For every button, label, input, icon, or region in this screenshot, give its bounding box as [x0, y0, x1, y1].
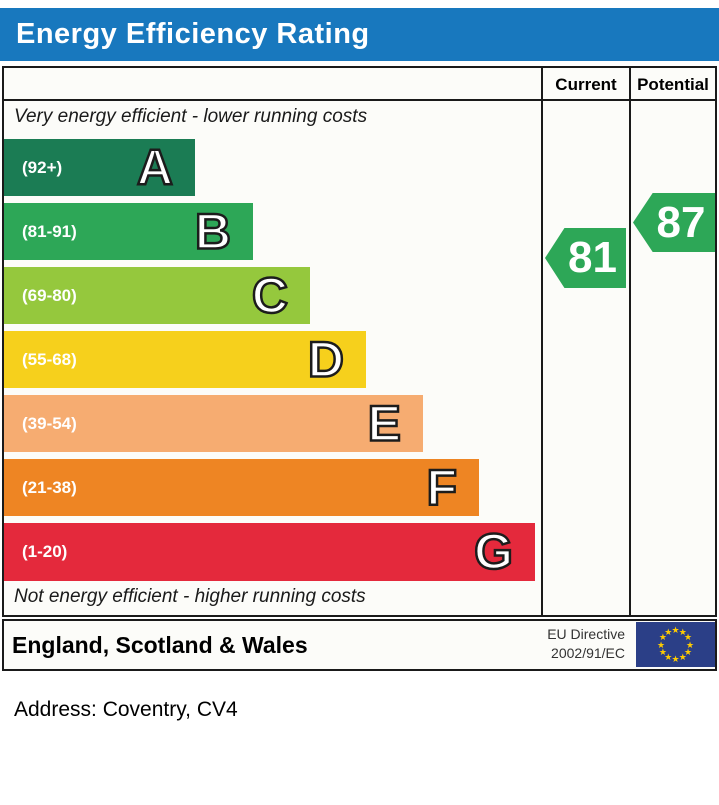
column-divider-potential [629, 68, 631, 615]
band-e-range: (39-54) [22, 413, 77, 433]
potential-rating-value: 87 [656, 197, 706, 247]
band-g-range: (1-20) [22, 542, 68, 561]
eu-directive-line1: EU Directive [547, 626, 625, 642]
eu-flag-icon: ★ ★ ★ ★ ★ ★ ★ ★ ★ ★ ★ ★ [636, 622, 715, 667]
current-rating-value: 81 [568, 233, 617, 282]
band-d-range: (55-68) [22, 349, 77, 369]
eu-flag-star-icon: ★ [671, 625, 680, 635]
band-a-letter: A [136, 138, 175, 197]
caption-very-efficient: Very energy efficient - lower running co… [14, 106, 368, 127]
band-d: (55-68) D [4, 330, 366, 388]
band-b-letter: B [194, 202, 233, 260]
page-title: Energy Efficiency Rating [16, 18, 370, 50]
band-g: (1-20) G [4, 522, 535, 581]
region-label: England, Scotland & Wales [12, 632, 308, 658]
band-f-letter: F [425, 458, 458, 516]
band-g-letter: G [473, 522, 514, 581]
eu-flag-star-icon: ★ [658, 632, 667, 643]
column-header-potential: Potential [637, 75, 709, 94]
eu-flag-star-icon: ★ [678, 652, 687, 663]
band-e-letter: E [366, 394, 402, 452]
eu-flag-star-icon: ★ [658, 646, 667, 657]
eu-flag-star-icon: ★ [685, 639, 695, 650]
band-a-range: (92+) [22, 157, 63, 177]
eu-directive-label: EU Directive 2002/91/EC [547, 625, 625, 663]
footer-bar: England, Scotland & Wales EU Directive 2… [2, 619, 717, 671]
band-c-letter: C [251, 266, 290, 324]
caption-not-efficient: Not energy efficient - higher running co… [14, 586, 366, 607]
band-f: (21-38) F [4, 458, 479, 516]
band-c-range: (69-80) [22, 285, 77, 305]
eu-flag-star-icon: ★ [678, 626, 687, 637]
table-header-row: Current Potential [4, 68, 715, 101]
band-d-letter: D [307, 330, 346, 388]
title-bar: Energy Efficiency Rating [0, 8, 719, 61]
column-header-current: Current [555, 75, 617, 94]
eu-directive-line2: 2002/91/EC [551, 645, 625, 661]
band-e: (39-54) E [4, 394, 423, 452]
band-c: (69-80) C [4, 266, 310, 324]
band-f-range: (21-38) [22, 477, 77, 497]
band-b: (81-91) B [4, 202, 253, 260]
eu-flag-star-icon: ★ [684, 632, 693, 643]
band-b-range: (81-91) [22, 221, 77, 241]
band-a: (92+) A [4, 138, 195, 197]
eu-flag-star-icon: ★ [671, 654, 680, 664]
eu-flag-star-icon: ★ [656, 639, 666, 650]
eu-flag-star-icon: ★ [664, 626, 673, 637]
current-rating-arrow: 81 [545, 228, 626, 288]
eu-flag-star-icon: ★ [684, 646, 693, 657]
column-divider-current [541, 68, 543, 615]
potential-rating-arrow: 87 [633, 193, 715, 252]
rating-table: Current Potential Very energy efficient … [2, 66, 717, 617]
address-label: Address: Coventry, CV4 [14, 698, 238, 721]
eu-flag-star-icon: ★ [664, 652, 673, 663]
